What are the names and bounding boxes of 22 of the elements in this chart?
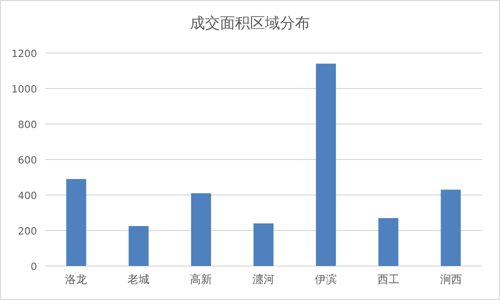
bar <box>66 179 86 266</box>
y-tick-label: 600 <box>18 156 37 166</box>
x-tick-label: 伊滨 <box>314 273 337 286</box>
x-tick-label: 瀍河 <box>252 273 274 286</box>
x-tick-label: 老城 <box>128 273 150 286</box>
y-tick-label: 1000 <box>12 84 37 96</box>
bar <box>316 64 336 266</box>
x-tick-label: 高新 <box>190 273 212 286</box>
bar <box>440 190 461 266</box>
x-tick-label: 涧西 <box>440 273 462 286</box>
chart-title: 成交面积区域分布 <box>190 14 310 32</box>
x-tick-label: 洛龙 <box>65 273 88 286</box>
y-tick-label: 0 <box>30 262 37 273</box>
x-tick-label: 西工 <box>377 273 400 286</box>
y-tick-label: 400 <box>18 191 37 202</box>
bar <box>378 218 398 266</box>
y-tick-label: 800 <box>18 120 37 131</box>
bar <box>191 193 212 266</box>
y-tick-label: 1200 <box>12 49 37 60</box>
bar <box>128 226 149 266</box>
bar <box>254 223 274 266</box>
y-tick-label: 200 <box>18 226 37 238</box>
